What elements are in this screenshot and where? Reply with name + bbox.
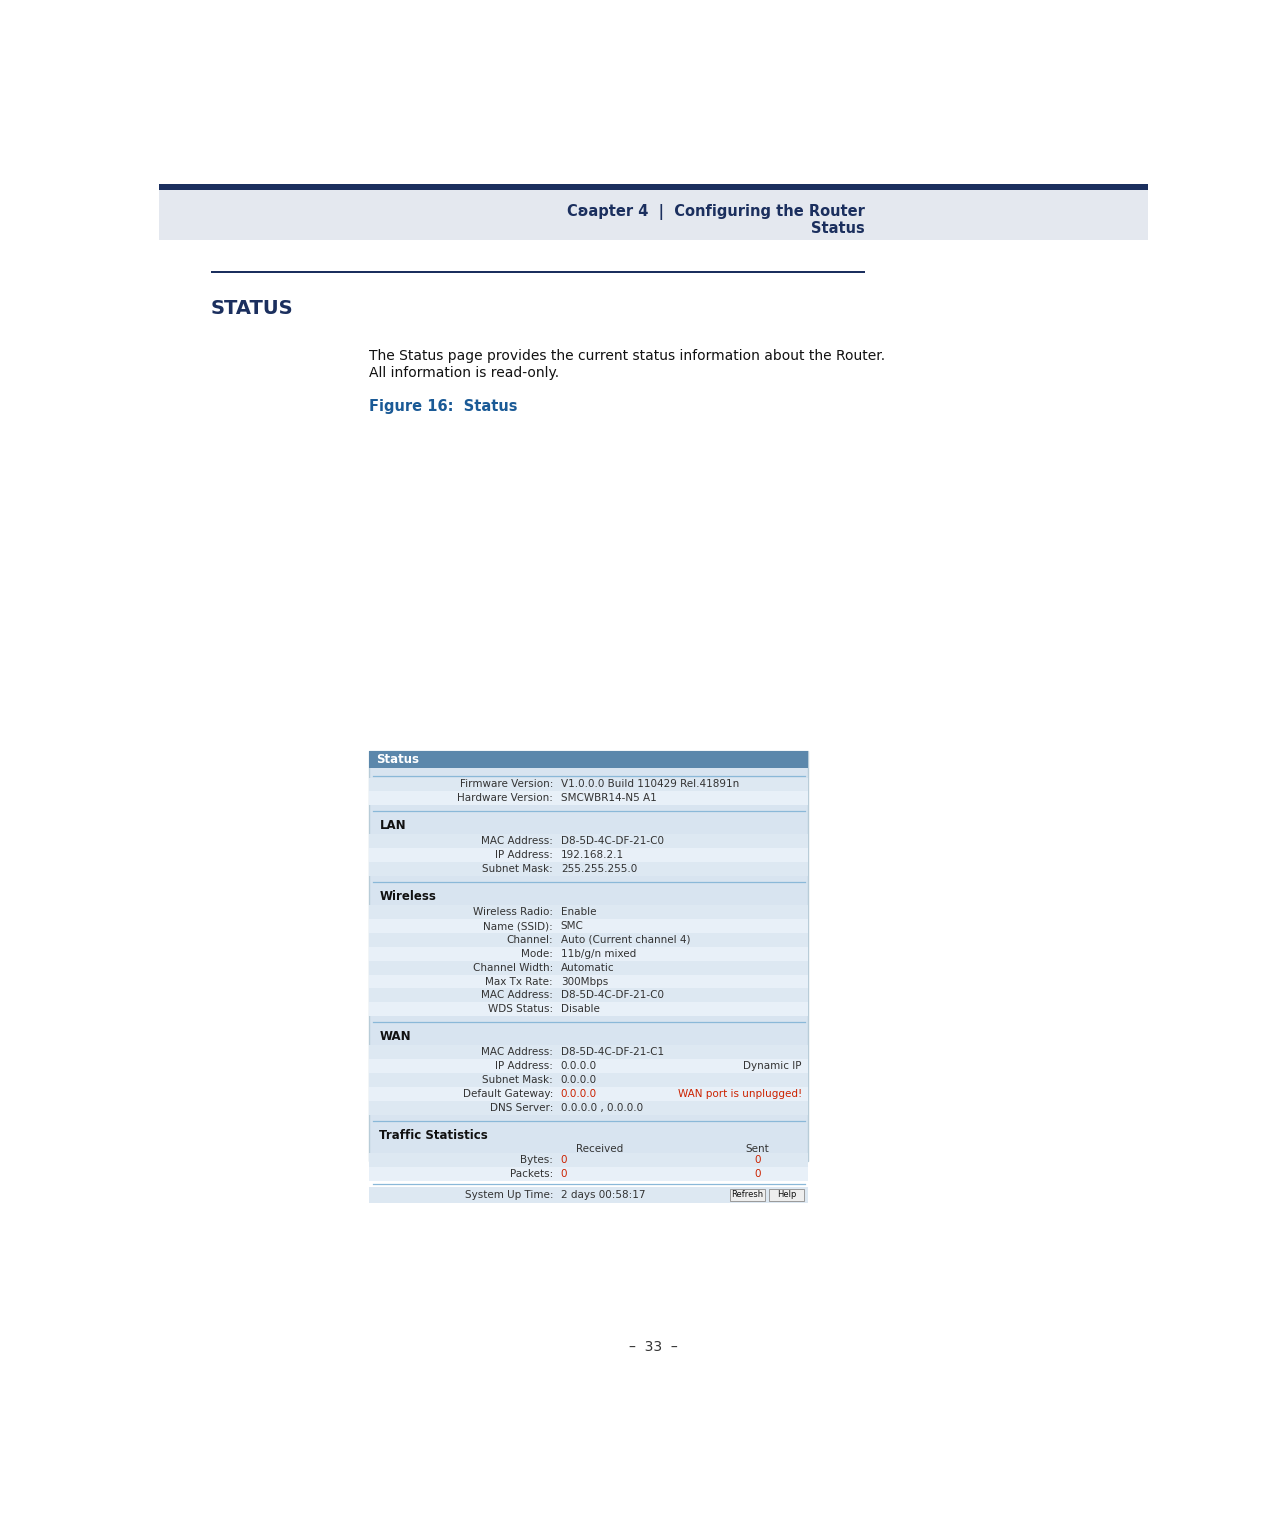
Text: Disable: Disable: [561, 1005, 599, 1014]
Text: LAN: LAN: [380, 820, 407, 832]
Text: All information is read-only.: All information is read-only.: [370, 366, 560, 380]
Text: 11b/g/n mixed: 11b/g/n mixed: [561, 948, 636, 959]
Text: IP Address:: IP Address:: [495, 1062, 553, 1071]
Bar: [370, 792, 808, 806]
Text: 0: 0: [755, 1155, 761, 1166]
Bar: [370, 863, 808, 876]
Bar: [370, 1154, 808, 1167]
FancyBboxPatch shape: [731, 1189, 765, 1201]
Bar: [370, 751, 808, 768]
Text: Mode:: Mode:: [521, 948, 553, 959]
Text: Name (SSID):: Name (SSID):: [483, 921, 553, 931]
Text: Sent: Sent: [746, 1144, 770, 1154]
Bar: [370, 947, 808, 961]
Bar: [210, 271, 866, 273]
Text: Received: Received: [576, 1144, 623, 1154]
Text: 0: 0: [755, 1169, 761, 1180]
Text: Automatic: Automatic: [561, 962, 615, 973]
Text: Help: Help: [776, 1190, 796, 1200]
Text: D8-5D-4C-DF-21-C0: D8-5D-4C-DF-21-C0: [561, 990, 664, 1000]
Text: Status: Status: [811, 221, 864, 236]
Bar: [370, 1074, 808, 1088]
Bar: [159, 190, 1148, 241]
Bar: [370, 905, 808, 919]
Text: Channel Width:: Channel Width:: [473, 962, 553, 973]
Text: Traffic Statistics: Traffic Statistics: [380, 1129, 488, 1141]
Text: Channel:: Channel:: [506, 935, 553, 945]
Bar: [370, 1045, 808, 1059]
Bar: [370, 919, 808, 933]
Text: Wireless Radio:: Wireless Radio:: [473, 907, 553, 918]
Text: Max Tx Rate:: Max Tx Rate:: [486, 976, 553, 987]
Text: 0.0.0.0: 0.0.0.0: [561, 1089, 597, 1098]
Bar: [370, 961, 808, 974]
Text: SMCWBR14-N5 A1: SMCWBR14-N5 A1: [561, 794, 657, 803]
Text: 0.0.0.0: 0.0.0.0: [561, 1062, 597, 1071]
Bar: [370, 1059, 808, 1074]
Text: WAN port is unplugged!: WAN port is unplugged!: [677, 1089, 802, 1098]
Text: D8-5D-4C-DF-21-C1: D8-5D-4C-DF-21-C1: [561, 1048, 664, 1057]
Text: Subnet Mask:: Subnet Mask:: [482, 1075, 553, 1085]
Text: Firmware Version:: Firmware Version:: [460, 780, 553, 789]
Text: WDS Status:: WDS Status:: [488, 1005, 553, 1014]
Bar: [370, 974, 808, 988]
Text: D8-5D-4C-DF-21-C0: D8-5D-4C-DF-21-C0: [561, 836, 664, 846]
Text: Figure 16:  Status: Figure 16: Status: [370, 398, 518, 414]
Text: Dynamic IP: Dynamic IP: [743, 1062, 802, 1071]
Text: Cʚapter 4  |  Configuring the Router: Cʚapter 4 | Configuring the Router: [567, 204, 864, 221]
Text: Packets:: Packets:: [510, 1169, 553, 1180]
Bar: [370, 1187, 808, 1203]
Text: –  33  –: – 33 –: [629, 1339, 677, 1354]
Bar: [370, 849, 808, 863]
Text: Status: Status: [376, 754, 419, 766]
Text: System Up Time:: System Up Time:: [464, 1190, 553, 1200]
Text: V1.0.0.0 Build 110429 Rel.41891n: V1.0.0.0 Build 110429 Rel.41891n: [561, 780, 740, 789]
Text: Auto (Current channel 4): Auto (Current channel 4): [561, 935, 690, 945]
Bar: [370, 835, 808, 849]
Text: WAN: WAN: [380, 1030, 411, 1043]
Text: MAC Address:: MAC Address:: [481, 1048, 553, 1057]
Bar: [370, 988, 808, 1002]
Text: IP Address:: IP Address:: [495, 850, 553, 861]
Text: 2 days 00:58:17: 2 days 00:58:17: [561, 1190, 645, 1200]
Bar: [370, 1002, 808, 1016]
Bar: [370, 1167, 808, 1181]
Bar: [370, 933, 808, 947]
Text: SMC: SMC: [561, 921, 584, 931]
Text: Default Gateway:: Default Gateway:: [463, 1089, 553, 1098]
Text: 0: 0: [561, 1155, 567, 1166]
Text: MAC Address:: MAC Address:: [481, 990, 553, 1000]
Text: Hardware Version:: Hardware Version:: [458, 794, 553, 803]
Text: 0.0.0.0 , 0.0.0.0: 0.0.0.0 , 0.0.0.0: [561, 1103, 643, 1112]
Text: MAC Address:: MAC Address:: [481, 836, 553, 846]
Text: Bytes:: Bytes:: [520, 1155, 553, 1166]
Bar: [370, 1088, 808, 1102]
Text: 0: 0: [561, 1169, 567, 1180]
Bar: [370, 751, 808, 1161]
Text: STATUS: STATUS: [210, 299, 293, 319]
Text: Subnet Mask:: Subnet Mask:: [482, 864, 553, 875]
Text: DNS Server:: DNS Server:: [490, 1103, 553, 1112]
Bar: [370, 1102, 808, 1115]
Text: Enable: Enable: [561, 907, 597, 918]
Text: 255.255.255.0: 255.255.255.0: [561, 864, 638, 875]
Bar: [370, 778, 808, 792]
Text: The Status page provides the current status information about the Router.: The Status page provides the current sta…: [370, 349, 886, 363]
Bar: [159, 184, 1148, 190]
Text: 0.0.0.0: 0.0.0.0: [561, 1075, 597, 1085]
Text: 300Mbps: 300Mbps: [561, 976, 608, 987]
FancyBboxPatch shape: [769, 1189, 803, 1201]
Text: Refresh: Refresh: [732, 1190, 764, 1200]
Text: Wireless: Wireless: [380, 890, 436, 902]
Text: 192.168.2.1: 192.168.2.1: [561, 850, 623, 861]
